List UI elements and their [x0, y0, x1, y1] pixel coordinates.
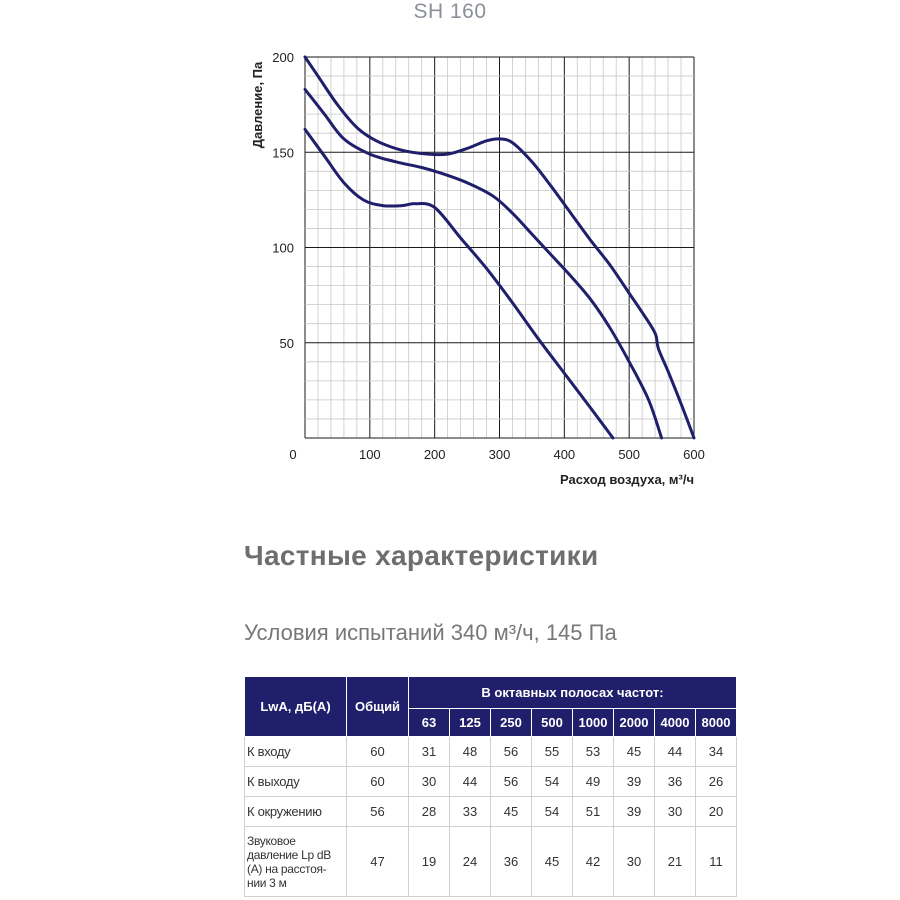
- series-line-3: [303, 127, 615, 440]
- total-value: 60: [346, 766, 409, 797]
- band-value: 44: [654, 736, 696, 767]
- frequency-header: 250: [490, 708, 532, 737]
- band-value: 56: [490, 766, 532, 797]
- band-value: 45: [531, 826, 573, 897]
- row-label: К входу: [244, 736, 347, 767]
- band-value: 55: [531, 736, 573, 767]
- band-value: 33: [449, 796, 491, 827]
- row-label-line: (A) на расстоя-: [247, 861, 327, 876]
- band-value: 54: [531, 766, 573, 797]
- header-total: Общий: [346, 676, 409, 737]
- band-value: 31: [408, 736, 450, 767]
- band-value: 20: [695, 796, 737, 827]
- band-value: 30: [654, 796, 696, 827]
- band-value: 39: [613, 796, 655, 827]
- band-value: 30: [613, 826, 655, 897]
- x-tick-label: 300: [489, 447, 511, 462]
- row-label-line: нии 3 м: [247, 875, 287, 890]
- x-tick-labels: 0 100 200 300 400 500 600: [289, 447, 704, 462]
- frequency-header: 125: [449, 708, 491, 737]
- x-tick-label: 200: [424, 447, 446, 462]
- table-row: К окружению 56 28 33 45 54 51 39 30 20: [244, 796, 737, 827]
- frequency-header: 2000: [613, 708, 655, 737]
- performance-chart: 0 100 200 300 400 500 600 50 100 150 200 Расход в…: [250, 50, 705, 487]
- x-tick-label: 500: [618, 447, 640, 462]
- x-tick-label: 100: [359, 447, 381, 462]
- test-conditions: Условия испытаний 340 м³/ч, 145 Па: [244, 620, 617, 645]
- header-octave-bands: В октавных полосах частот:: [408, 676, 737, 709]
- y-tick-label: 100: [272, 241, 294, 256]
- band-value: 19: [408, 826, 450, 897]
- total-value: 60: [346, 736, 409, 767]
- band-value: 45: [490, 796, 532, 827]
- band-value: 56: [490, 736, 532, 767]
- band-value: 11: [695, 826, 737, 897]
- table-row: К входу 60 31 48 56 55 53 45 44 34: [244, 736, 737, 767]
- band-value: 34: [695, 736, 737, 767]
- table-row: К выходу 60 30 44 56 54 49 39 36 26: [244, 766, 737, 797]
- band-value: 39: [613, 766, 655, 797]
- acoustic-spec-table: LwA, дБ(A) Общий В октавных полосах част…: [244, 676, 737, 897]
- frequency-header: 4000: [654, 708, 696, 737]
- band-value: 21: [654, 826, 696, 897]
- table-row: Звуковое давление Lp dB (A) на расстоя-нии…: [244, 826, 737, 897]
- band-value: 36: [654, 766, 696, 797]
- frequency-header-row: 63 125 250 500 1000 2000 4000 8000: [245, 708, 737, 737]
- band-value: 24: [449, 826, 491, 897]
- band-value: 48: [449, 736, 491, 767]
- band-value: 42: [572, 826, 614, 897]
- section-heading: Частные характеристики: [244, 540, 599, 571]
- band-value: 28: [408, 796, 450, 827]
- series-line-2: [303, 87, 664, 440]
- frequency-header: 63: [408, 708, 450, 737]
- x-tick-label: 400: [553, 447, 575, 462]
- y-tick-label: 50: [280, 336, 294, 351]
- band-value: 44: [449, 766, 491, 797]
- band-value: 53: [572, 736, 614, 767]
- band-value: 54: [531, 796, 573, 827]
- total-value: 47: [346, 826, 409, 897]
- band-value: 26: [695, 766, 737, 797]
- band-value: 49: [572, 766, 614, 797]
- row-label-line: Звуковое: [247, 833, 296, 848]
- total-value: 56: [346, 796, 409, 827]
- row-label: К окружению: [244, 796, 347, 827]
- row-label: К выходу: [244, 766, 347, 797]
- y-tick-label: 150: [272, 145, 294, 160]
- y-tick-label: 200: [272, 50, 294, 65]
- band-value: 45: [613, 736, 655, 767]
- frequency-header: 500: [531, 708, 573, 737]
- band-value: 51: [572, 796, 614, 827]
- row-label: Звуковое давление Lp dB (A) на расстоя-нии…: [244, 826, 347, 897]
- y-tick-labels: 50 100 150 200: [272, 50, 294, 351]
- x-axis-label: Расход воздуха, м³/ч: [560, 472, 694, 487]
- x-tick-label: 0: [289, 447, 296, 462]
- frequency-header: 1000: [572, 708, 614, 737]
- frequency-header: 8000: [695, 708, 737, 737]
- chart-series: [303, 55, 696, 440]
- row-label-line: давление Lp dB: [247, 847, 331, 862]
- x-tick-label: 600: [683, 447, 705, 462]
- series-line-1: [303, 55, 696, 440]
- y-axis-label: Давление, Па: [250, 61, 265, 148]
- model-title: SH 160: [413, 0, 487, 23]
- band-value: 30: [408, 766, 450, 797]
- band-value: 36: [490, 826, 532, 897]
- chart-grid: [304, 56, 695, 439]
- header-lwa: LwA, дБ(A): [244, 676, 347, 737]
